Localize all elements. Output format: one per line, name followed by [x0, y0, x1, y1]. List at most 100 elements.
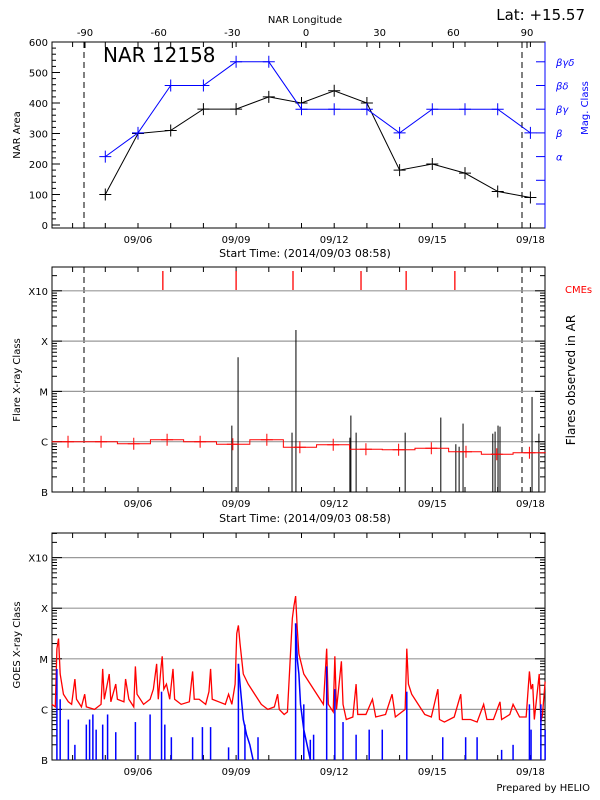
mean-flare-point [327, 438, 340, 451]
mean-flare-point [523, 446, 536, 459]
panel-1-frame [51, 41, 546, 229]
mag-class-point [262, 55, 275, 68]
class-tick-label: X [41, 604, 48, 615]
mag-class-point [99, 150, 112, 163]
x-tick-label: 09/06 [124, 235, 153, 246]
mag-class-point [426, 103, 439, 116]
mean-flare-level-line [51, 439, 546, 455]
p3-ylabel: GOES X-ray Class [12, 601, 23, 688]
class-tick-label: M [39, 387, 48, 398]
class-tick-label: C [41, 705, 48, 716]
x-tick-label: 09/06 [124, 499, 153, 510]
mean-flare-point [459, 445, 472, 458]
p1-xlabel: Start Time: (2014/09/03 08:58) [219, 247, 391, 260]
class-tick-label: X [41, 337, 48, 348]
x-tick-label: 09/09 [222, 235, 251, 246]
p2-ylabel: Flare X-ray Class [12, 338, 23, 422]
mag-tick-label: α [556, 153, 563, 164]
p1-y2label: Mag. Class [580, 81, 591, 135]
x-tick-label: 09/15 [418, 235, 447, 246]
mean-flare-point [392, 443, 405, 456]
top-axis-title: NAR Longitude [268, 15, 342, 26]
lon-tick-label: -30 [224, 28, 240, 39]
area-point [328, 84, 341, 97]
panel-3-frame [51, 532, 546, 761]
mag-class-point [328, 103, 341, 116]
y-tick-label: 0 [42, 221, 48, 232]
goes-long-channel-line [51, 595, 546, 723]
mag-class-point [230, 55, 243, 68]
mag-tick-label: βγδ [555, 58, 574, 69]
x-tick-label: 09/18 [516, 235, 545, 246]
mean-flare-point [62, 435, 75, 448]
x-tick-label: 09/06 [124, 767, 153, 778]
area-point [164, 124, 177, 137]
x-tick-label: 09/15 [418, 767, 447, 778]
x-tick-label: 09/12 [320, 767, 349, 778]
p2-xlabel: Start Time: (2014/09/03 08:58) [219, 512, 391, 525]
area-line [104, 90, 531, 199]
p2-y2label: Flares observed in AR [564, 315, 578, 445]
area-point [230, 103, 243, 116]
mag-class-point [164, 79, 177, 92]
class-tick-label: B [41, 488, 48, 499]
y-tick-label: 400 [29, 99, 48, 110]
area-point [99, 188, 112, 201]
mean-flare-point [293, 441, 306, 454]
x-tick-label: 09/18 [516, 499, 545, 510]
x-tick-label: 09/09 [222, 767, 251, 778]
mean-flare-point [127, 437, 140, 450]
y-tick-label: 100 [29, 191, 48, 202]
mean-flare-point [194, 435, 207, 448]
mag-class-point [491, 103, 504, 116]
lon-tick-label: 90 [521, 28, 534, 39]
mag-class-point [132, 126, 145, 139]
class-tick-label: C [41, 438, 48, 449]
region-title: NAR 12158 [103, 43, 216, 67]
mag-class-point [295, 103, 308, 116]
mean-flare-point [95, 435, 108, 448]
lon-tick-label: 30 [373, 28, 386, 39]
p1-ylabel: NAR Area [12, 111, 23, 158]
area-point [491, 185, 504, 198]
mean-flare-point [359, 443, 372, 456]
lon-tick-label: -90 [77, 28, 93, 39]
class-tick-label: X10 [28, 287, 48, 298]
area-point [426, 158, 439, 170]
y-tick-label: 500 [29, 69, 48, 80]
mag-class-point [524, 126, 537, 139]
goes-short-decay-line [294, 623, 312, 761]
mean-flare-point [425, 442, 438, 455]
mean-flare-point [226, 438, 239, 451]
mag-tick-label: βγ [555, 105, 569, 116]
mag-class-point [197, 79, 210, 92]
mean-flare-point [161, 433, 174, 446]
area-point [524, 191, 537, 204]
mean-flare-point [490, 448, 503, 461]
panel-2-frame [51, 266, 546, 493]
class-tick-label: M [39, 655, 48, 666]
x-tick-label: 09/18 [516, 767, 545, 778]
footer-credit: Prepared by HELIO [496, 783, 590, 794]
mag-class-point [360, 103, 373, 116]
lon-tick-label: -60 [150, 28, 166, 39]
y-tick-label: 300 [29, 130, 48, 141]
area-point [459, 167, 472, 180]
mag-tick-label: βδ [555, 82, 569, 93]
lat-label: Lat: +15.57 [496, 6, 585, 24]
area-point [262, 90, 275, 103]
class-tick-label: X10 [28, 554, 48, 565]
area-point [393, 164, 406, 177]
x-tick-label: 09/12 [320, 235, 349, 246]
cme-label: CMEs [565, 285, 592, 296]
lon-tick-label: 0 [303, 28, 309, 39]
mag-class-point [393, 126, 406, 139]
lon-tick-label: 60 [447, 28, 460, 39]
x-tick-label: 09/15 [418, 499, 447, 510]
y-tick-label: 200 [29, 160, 48, 171]
goes-short-decay-line [237, 663, 254, 761]
mean-flare-point [260, 433, 273, 446]
x-tick-label: 09/12 [320, 499, 349, 510]
class-tick-label: B [41, 756, 48, 767]
x-tick-label: 09/09 [222, 499, 251, 510]
